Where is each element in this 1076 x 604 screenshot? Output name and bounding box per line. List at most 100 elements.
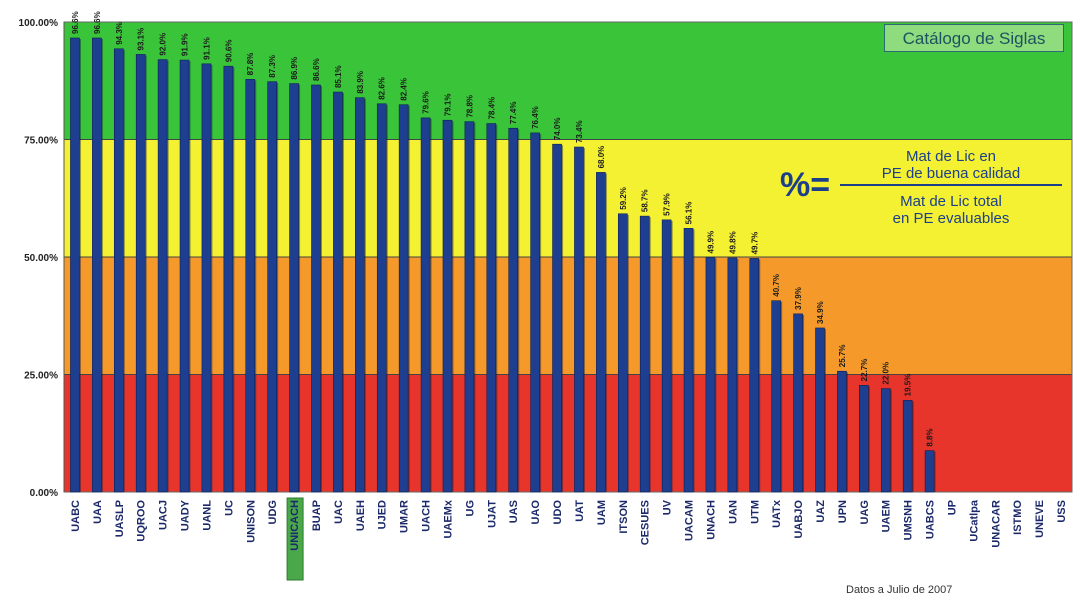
x-tick-label: UNEVE bbox=[1034, 500, 1046, 538]
bar bbox=[574, 146, 584, 493]
data-label: 85.1% bbox=[334, 65, 343, 88]
x-tick-label: ISTMO bbox=[1012, 500, 1024, 535]
data-label: 49.9% bbox=[706, 231, 715, 254]
data-label: 86.9% bbox=[290, 57, 299, 80]
bar bbox=[596, 172, 606, 493]
y-tick-label: 75.00% bbox=[24, 136, 58, 147]
bar bbox=[70, 37, 80, 493]
data-label: 87.3% bbox=[268, 55, 277, 78]
x-tick-label: UJED bbox=[377, 500, 389, 529]
data-label: 25.7% bbox=[838, 345, 847, 368]
x-tick-label: UAA bbox=[92, 500, 104, 524]
band-3 bbox=[64, 374, 1072, 492]
highlight-box bbox=[286, 497, 304, 581]
x-tick-label: UAEM bbox=[881, 500, 893, 532]
x-tick-label: UACJ bbox=[158, 500, 170, 530]
bar bbox=[486, 123, 497, 493]
x-tick-label: UMAR bbox=[399, 500, 411, 533]
data-label: 22.7% bbox=[860, 359, 869, 382]
bar bbox=[552, 143, 562, 493]
x-tick-label: UAO bbox=[530, 500, 542, 525]
bar bbox=[530, 132, 540, 493]
x-tick-label: UACAM bbox=[684, 500, 696, 541]
data-date-note: Datos a Julio de 2007 bbox=[846, 584, 953, 596]
bar bbox=[376, 103, 387, 493]
bar bbox=[727, 257, 738, 493]
x-tick-label: UP bbox=[946, 500, 958, 515]
y-tick-label: 50.00% bbox=[24, 253, 58, 264]
data-label: 74.0% bbox=[553, 118, 562, 141]
bar bbox=[398, 104, 409, 493]
data-label: 91.1% bbox=[202, 37, 211, 60]
x-tick-label: UABJO bbox=[793, 500, 805, 539]
x-tick-label: UJAT bbox=[486, 500, 498, 528]
bar bbox=[113, 48, 124, 493]
data-label: 87.8% bbox=[246, 53, 255, 76]
bar bbox=[815, 327, 825, 493]
y-tick-label: 100.00% bbox=[19, 18, 59, 29]
data-label: 92.0% bbox=[159, 33, 168, 56]
x-tick-label: UQROO bbox=[136, 500, 148, 542]
data-label: 83.9% bbox=[356, 71, 365, 94]
data-label: 94.3% bbox=[115, 22, 124, 45]
data-label: 56.1% bbox=[685, 202, 694, 225]
data-label: 86.6% bbox=[312, 58, 321, 81]
x-tick-label: UNACH bbox=[705, 500, 717, 540]
data-label: 73.4% bbox=[575, 120, 584, 143]
data-label: 96.6% bbox=[71, 11, 80, 34]
x-tick-label: UMSNH bbox=[903, 500, 915, 540]
x-tick-label: UATx bbox=[771, 499, 783, 528]
bar bbox=[771, 300, 781, 493]
x-tick-label: UV bbox=[662, 499, 674, 515]
x-tick-label: UAC bbox=[333, 500, 345, 524]
x-tick-label: UAS bbox=[508, 500, 520, 523]
band-2 bbox=[64, 257, 1072, 375]
x-tick-label: UAZ bbox=[815, 500, 827, 523]
data-label: 22.0% bbox=[882, 362, 891, 385]
bar bbox=[289, 83, 299, 493]
x-tick-label: UAG bbox=[859, 500, 871, 524]
bar bbox=[267, 81, 277, 493]
x-tick-label: UACH bbox=[421, 500, 433, 532]
bar bbox=[508, 127, 519, 493]
x-tick-label: UAEMx bbox=[442, 499, 454, 538]
bar bbox=[837, 370, 847, 493]
bar bbox=[201, 63, 212, 493]
bar bbox=[355, 97, 365, 493]
x-tick-label: UASLP bbox=[114, 500, 126, 537]
x-tick-label: UDG bbox=[267, 500, 279, 524]
x-tick-label: UAT bbox=[574, 500, 586, 522]
x-tick-label: UCatlpa bbox=[968, 499, 980, 541]
data-label: 49.8% bbox=[728, 231, 737, 254]
x-tick-label: UPN bbox=[837, 500, 849, 523]
data-label: 59.2% bbox=[619, 187, 628, 210]
x-tick-label: UABCS bbox=[925, 500, 937, 539]
data-label: 77.4% bbox=[509, 102, 518, 125]
x-tick-label: UTM bbox=[749, 500, 761, 524]
x-tick-label: BUAP bbox=[311, 500, 323, 531]
data-label: 78.4% bbox=[487, 97, 496, 120]
x-tick-label: UNISON bbox=[245, 500, 257, 543]
x-tick-label: CESUES bbox=[640, 500, 652, 545]
denominator-line-1: Mat de Lic total bbox=[900, 193, 1002, 210]
y-tick-label: 25.00% bbox=[24, 371, 58, 382]
catalog-button[interactable]: Catálogo de Siglas bbox=[884, 24, 1064, 52]
denominator-line-2: en PE evaluables bbox=[892, 210, 1010, 227]
bar bbox=[464, 121, 475, 493]
data-label: 76.4% bbox=[531, 106, 540, 129]
y-tick-label: 0.00% bbox=[30, 488, 58, 499]
numerator-line-2: PE de buena calidad bbox=[881, 165, 1021, 182]
bar bbox=[245, 79, 256, 493]
formula-annotation: %= Mat de Lic en PE de buena calidad Mat… bbox=[780, 146, 1070, 236]
formula-symbol: %= bbox=[780, 166, 831, 204]
data-label: 58.7% bbox=[641, 189, 650, 212]
data-label: 8.8% bbox=[926, 428, 935, 446]
x-tick-label: UNICACH bbox=[289, 500, 301, 551]
data-label: 57.9% bbox=[663, 193, 672, 216]
x-tick-label: UANL bbox=[201, 500, 213, 531]
bar bbox=[902, 400, 913, 493]
data-label: 40.7% bbox=[772, 274, 781, 297]
data-label: 79.1% bbox=[443, 94, 452, 117]
x-tick-label: USS bbox=[1056, 500, 1068, 523]
